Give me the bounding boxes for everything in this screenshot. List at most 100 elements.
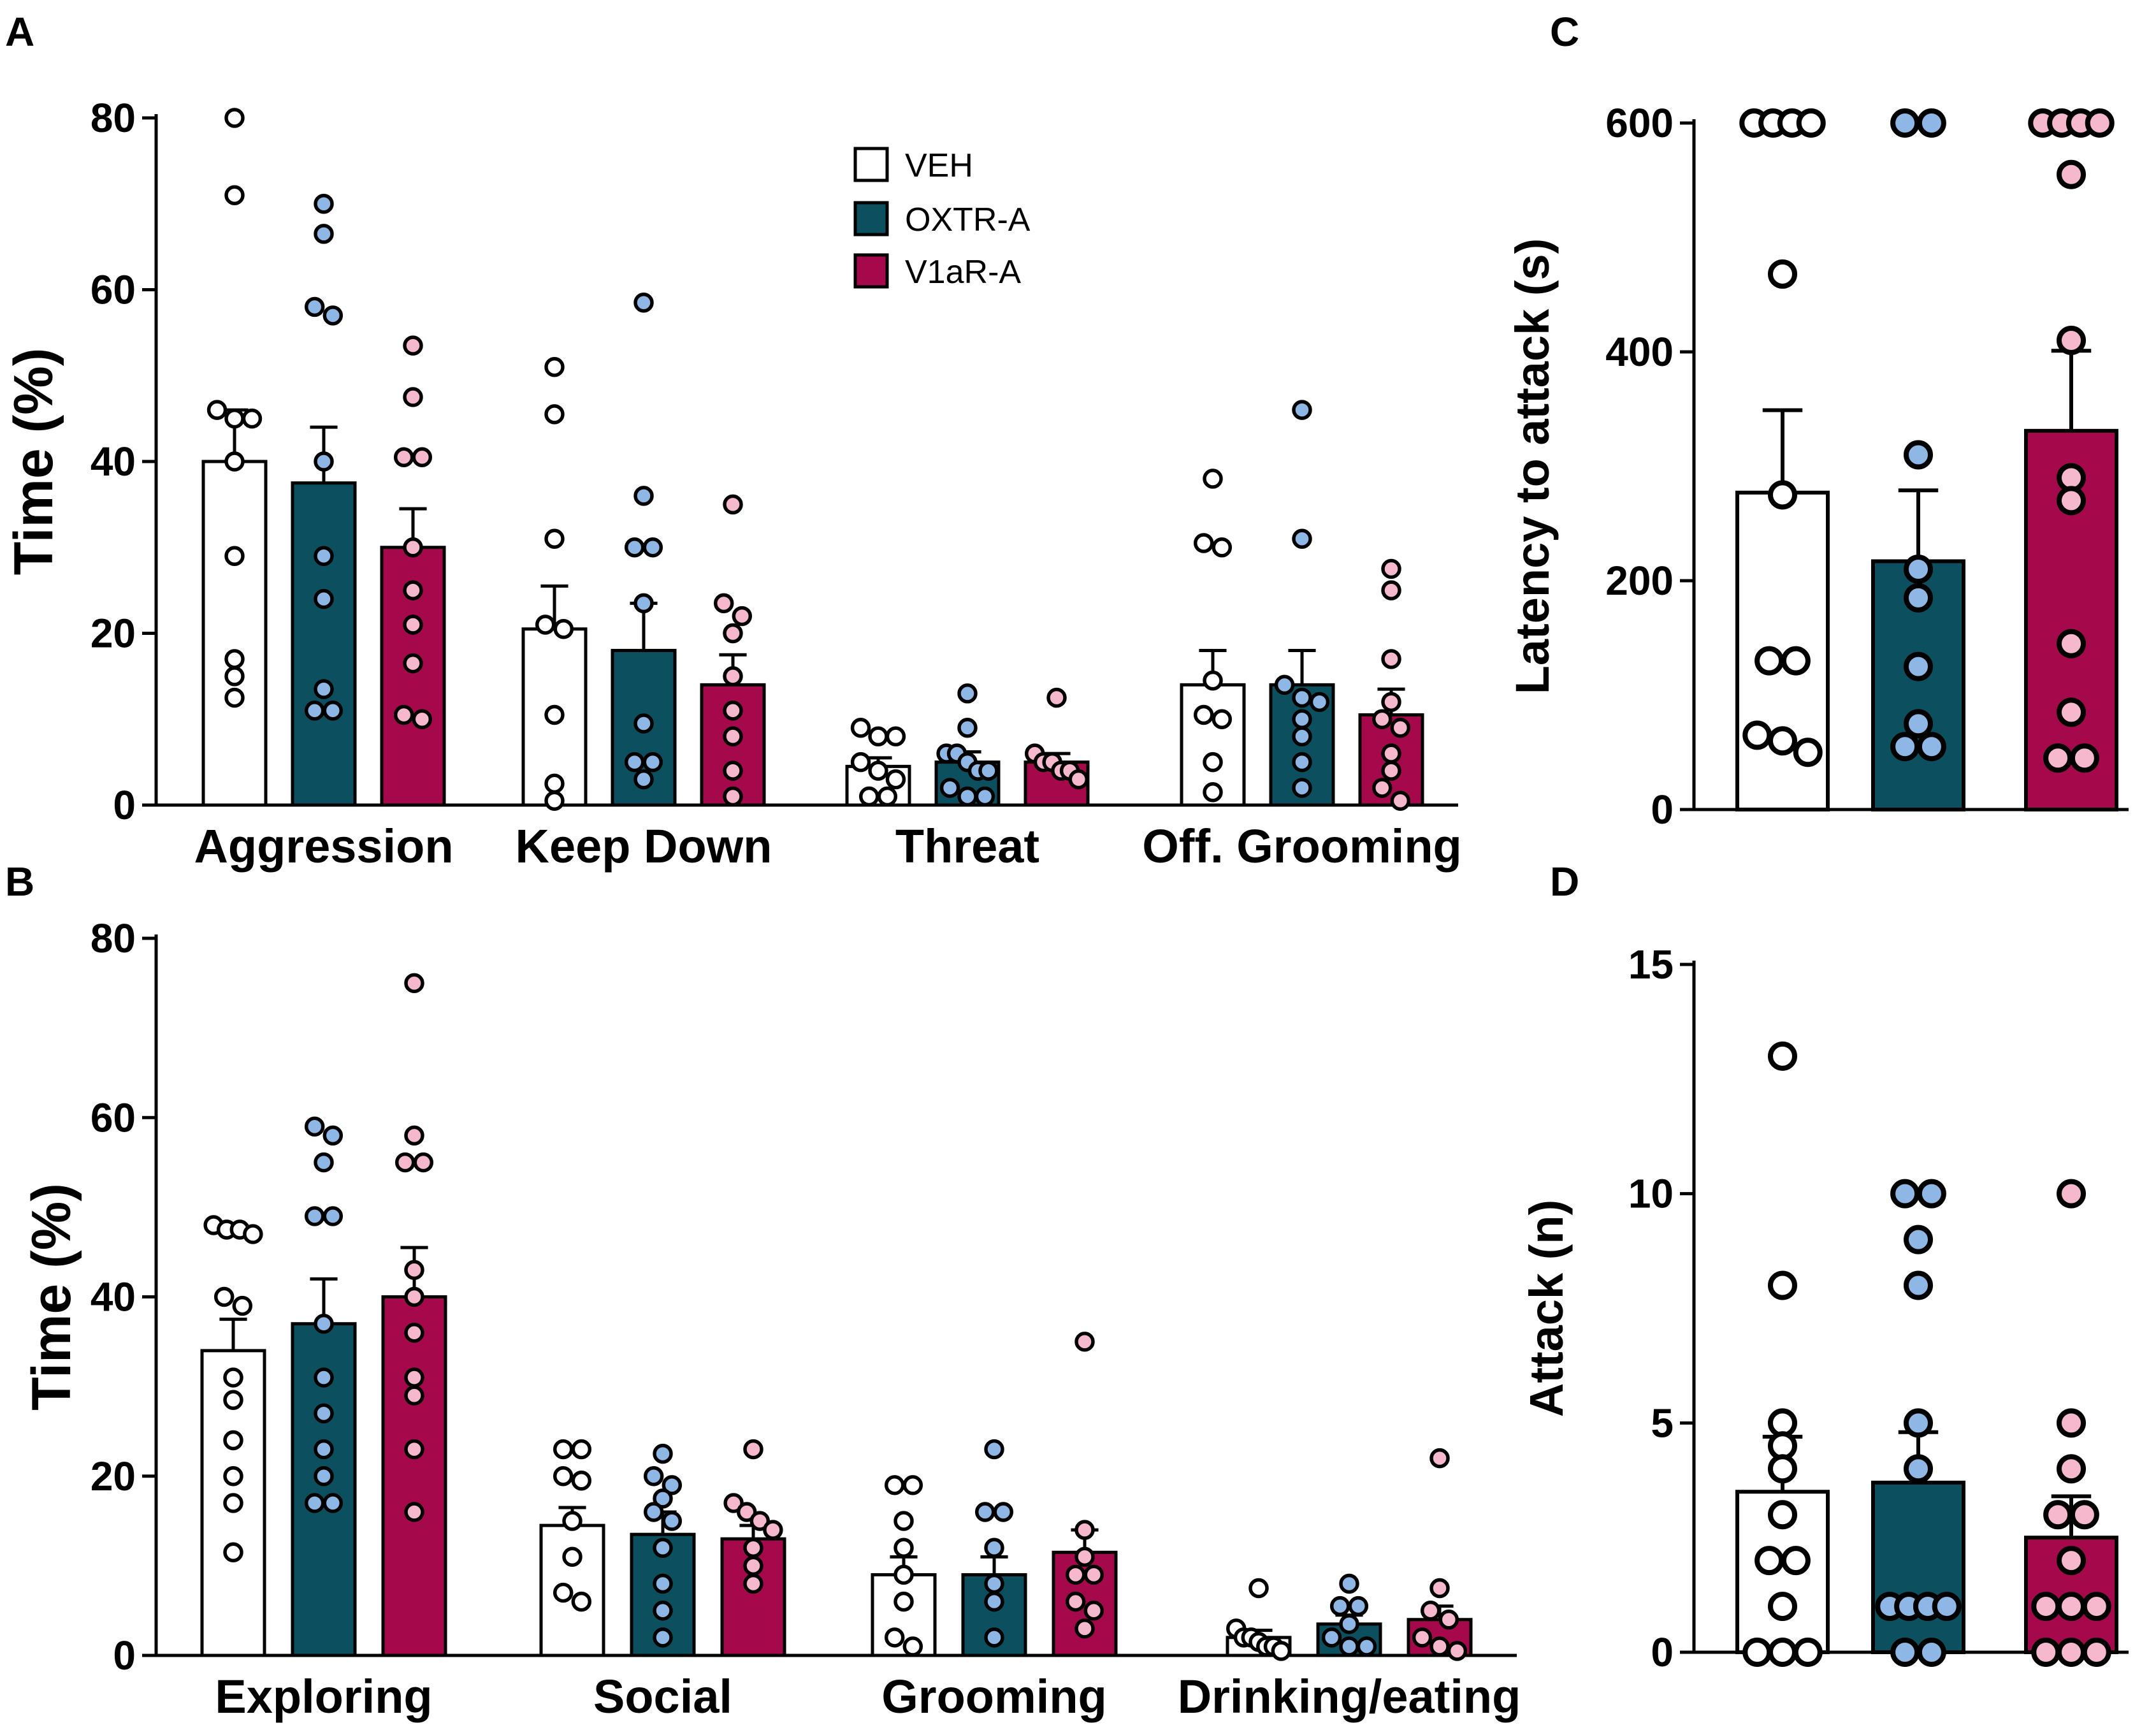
panel-a-y-tick-label: 40	[90, 439, 136, 484]
panel-a-off-grooming-v1ar-a-point	[1371, 709, 1393, 729]
panel-b-y-tick-label: 60	[90, 1094, 136, 1140]
panel-b-grooming-veh-point	[894, 1537, 914, 1558]
panel-a-keep-down-oxtr-a-point	[633, 292, 654, 313]
panel-a-threat-oxtr-a-point	[939, 778, 960, 798]
panel-b-social-v1ar-a-point	[743, 1439, 763, 1460]
legend-label-v1ar: V1aR-A	[905, 254, 1021, 291]
panel-d-oxtr-a-point	[1904, 1270, 1933, 1300]
panel-d-v1ar-a-point	[2081, 1592, 2111, 1622]
panel-b-exploring-v1ar-a-point	[404, 973, 424, 994]
panel-a-aggression-oxtr-a-point	[314, 679, 334, 699]
panel-b-social-v1ar-a-point	[743, 1537, 763, 1558]
panel-b-social-v1ar-a-point	[736, 1502, 757, 1522]
panel-b-exploring-oxtr-a-point	[304, 1493, 325, 1513]
panel-a-keep-down-veh-point	[544, 704, 565, 725]
panel-a-off-grooming-oxtr-a-point	[1309, 692, 1330, 713]
panel-a-off-grooming-veh-point	[1193, 704, 1214, 725]
panel-b-exploring-v1ar-a-point	[404, 1125, 424, 1146]
panel-a-keep-down-veh-point	[544, 773, 565, 794]
panel-b-drinking-eating-v1ar-a-point	[1438, 1610, 1459, 1630]
panel-b-exploring-v1ar-a-point	[404, 1385, 424, 1406]
panel-b-category-label-exploring: Exploring	[215, 1670, 432, 1723]
panel-b-social-oxtr-a-point	[662, 1475, 683, 1495]
panel-b-exploring-v1ar-a-point	[413, 1152, 434, 1173]
panel-b-y-tick-label: 0	[113, 1632, 136, 1678]
panel-a-keep-down-veh-point	[544, 528, 565, 549]
panel-a-threat-oxtr-a-point	[957, 786, 978, 807]
panel-a-keep-down-veh-point	[553, 619, 574, 639]
panel-b-drinking-eating-v1ar-a-point	[1429, 1636, 1450, 1657]
panel-a-threat-veh-point	[877, 786, 898, 807]
panel-a-off-grooming-v1ar-a-point	[1381, 558, 1401, 579]
panel-a-aggression-oxtr-a-bar	[291, 481, 357, 807]
panel-a-keep-down-v1ar-a-point	[723, 701, 743, 721]
panel-b-grooming-v1ar-a-point	[1074, 1332, 1095, 1352]
panel-c-veh-point	[1781, 646, 1811, 676]
panel-b-social-oxtr-a-point	[653, 1600, 673, 1621]
panel-a-aggression-v1ar-a-point	[393, 447, 414, 467]
panel-a-keep-down-veh-point	[544, 404, 565, 425]
panel-b-grooming-veh-point	[894, 1564, 914, 1585]
panel-a-aggression-oxtr-a-point	[322, 305, 344, 326]
panel-d-y-tick-label: 10	[1628, 1171, 1674, 1217]
panel-c-veh-point	[1768, 480, 1797, 510]
panel-b-exploring-oxtr-a-point	[314, 1313, 334, 1334]
panel-a-keep-down-veh-point	[544, 357, 565, 377]
panel-a-keep-down-v1ar-a-point	[732, 606, 753, 627]
panel-c-v1ar-a-point	[2057, 629, 2086, 658]
panel-d-oxtr-a-point	[1916, 1179, 1946, 1209]
panel-d-veh-point	[1781, 1546, 1811, 1576]
panel-a-aggression-v1ar-a-point	[412, 447, 433, 467]
panel-a-off-grooming-veh-point	[1212, 537, 1233, 558]
panel-a-keep-down-oxtr-a-point	[624, 537, 645, 558]
panel-b-social-v1ar-a-point	[743, 1555, 763, 1576]
panel-b-exploring-v1ar-a-point	[404, 1286, 424, 1307]
panel-a-y-tick-label: 20	[90, 611, 136, 657]
panel-b-grooming-v1ar-a-point	[1074, 1520, 1095, 1540]
panel-b-exploring-v1ar-a-point	[404, 1502, 424, 1522]
panel-a-aggression-oxtr-a-point	[314, 194, 334, 214]
panel-a-off-grooming-veh-point	[1203, 469, 1223, 489]
panel-c-y-tick-label: 200	[1605, 558, 1674, 604]
panel-b-drinking-eating-v1ar-a-point	[1412, 1627, 1433, 1648]
panel-d-veh-point	[1768, 1041, 1797, 1071]
panel-b-exploring-oxtr-a-point	[322, 1206, 344, 1226]
panel-a-threat-v1ar-a-point	[1068, 769, 1089, 790]
panel-a-off-grooming-v1ar-a-point	[1390, 717, 1411, 738]
panel-label-a: A	[5, 9, 34, 55]
panel-c-v1ar-a-point	[2085, 108, 2115, 138]
panel-a-keep-down-oxtr-a-point	[633, 593, 654, 614]
panel-b-grooming-v1ar-a-point	[1083, 1600, 1104, 1621]
panel-b-drinking-eating-oxtr-a-point	[1356, 1636, 1377, 1657]
panel-a-aggression-veh-point	[242, 408, 263, 429]
panel-c-y-tick-label: 600	[1605, 100, 1674, 146]
panel-b-exploring-veh-point	[223, 1493, 243, 1513]
panel-b-social-veh-point	[553, 1466, 574, 1486]
panel-b-grooming-veh-bar	[871, 1573, 937, 1657]
panel-c-oxtr-a-point	[1904, 651, 1933, 681]
panel-d-v1ar-a-point	[2031, 1638, 2061, 1667]
panel-d-v1ar-a-point	[2057, 1638, 2086, 1667]
panel-c-y-tick-label: 400	[1605, 329, 1674, 375]
panel-c-oxtr-a-point	[1904, 709, 1933, 739]
panel-c-veh-point	[1793, 738, 1823, 767]
panel-d-v1ar-a-point	[2031, 1592, 2061, 1622]
panel-a-threat-oxtr-a-point	[957, 683, 978, 704]
panel-a-keep-down-veh-point	[544, 790, 565, 811]
panel-b-exploring-veh-point	[232, 1295, 253, 1316]
panel-d-veh-point	[1768, 1500, 1797, 1530]
panel-d-oxtr-a-point	[1904, 1225, 1933, 1254]
panel-d-oxtr-a-point	[1932, 1592, 1962, 1622]
panel-b-drinking-eating-veh-point	[1271, 1641, 1292, 1661]
panel-b-social-oxtr-a-point	[653, 1537, 673, 1558]
panel-a-keep-down-oxtr-a-point	[633, 486, 654, 506]
panel-a-category-label-threat: Threat	[895, 820, 1039, 873]
panel-b-exploring-oxtr-a-point	[322, 1493, 344, 1513]
panel-a-off-grooming-v1ar-a-point	[1381, 760, 1401, 781]
panel-c-oxtr-a-point	[1890, 732, 1920, 762]
panel-b-social-veh-point	[562, 1511, 582, 1531]
panel-b-drinking-eating-v1ar-a-point	[1429, 1448, 1450, 1469]
panel-d-veh-point	[1768, 1592, 1797, 1622]
panel-a-aggression-oxtr-a-point	[314, 224, 334, 244]
